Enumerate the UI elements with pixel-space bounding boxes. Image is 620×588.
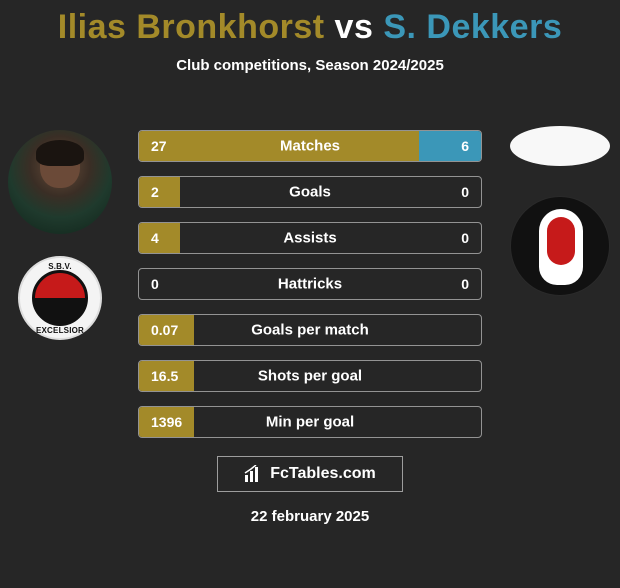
stat-row: 2 0 Goals — [138, 176, 482, 208]
stat-row: 0.07 Goals per match — [138, 314, 482, 346]
player2-avatar — [510, 126, 610, 166]
stat-metric-label: Shots per goal — [258, 368, 362, 385]
stat-value-left: 0.07 — [151, 322, 178, 338]
stat-value-left: 2 — [151, 184, 159, 200]
stat-metric-label: Matches — [280, 138, 340, 155]
bar-right — [419, 131, 481, 161]
stat-value-left: 1396 — [151, 414, 182, 430]
subtitle: Club competitions, Season 2024/2025 — [0, 57, 620, 74]
title-vs: vs — [335, 8, 374, 46]
stat-metric-label: Min per goal — [266, 414, 354, 431]
club-left-bottom-text: EXCELSIOR — [36, 326, 84, 335]
player1-avatar — [8, 130, 112, 234]
stats-panel: 27 6 Matches 2 0 Goals 4 0 Assists 0 0 Hattricks 0.0… — [138, 130, 482, 452]
title-player2: S. Dekkers — [383, 8, 562, 46]
right-column — [500, 126, 620, 296]
stat-value-left: 16.5 — [151, 368, 178, 384]
stat-value-right: 0 — [461, 276, 469, 292]
chart-icon — [244, 465, 264, 483]
stat-metric-label: Assists — [283, 230, 336, 247]
stat-row: 16.5 Shots per goal — [138, 360, 482, 392]
stat-metric-label: Hattricks — [278, 276, 342, 293]
footer-logo-text: FcTables.com — [270, 465, 376, 483]
stat-row: 0 0 Hattricks — [138, 268, 482, 300]
left-column: S.B.V. EXCELSIOR — [8, 130, 112, 340]
stat-value-right: 0 — [461, 184, 469, 200]
stat-value-left: 4 — [151, 230, 159, 246]
footer-logo-box: FcTables.com — [217, 456, 403, 492]
player1-club-badge: S.B.V. EXCELSIOR — [18, 256, 102, 340]
bar-left — [139, 177, 180, 207]
stat-value-right: 0 — [461, 230, 469, 246]
stat-row: 4 0 Assists — [138, 222, 482, 254]
title-player1: Ilias Bronkhorst — [58, 8, 325, 46]
date-label: 22 february 2025 — [251, 508, 369, 525]
stat-metric-label: Goals — [289, 184, 331, 201]
page-title: Ilias Bronkhorst vs S. Dekkers — [0, 8, 620, 47]
stat-value-left: 27 — [151, 138, 167, 154]
club-left-top-text: S.B.V. — [48, 262, 72, 271]
club-left-inner — [32, 270, 88, 326]
stat-value-right: 6 — [461, 138, 469, 154]
bar-left — [139, 223, 180, 253]
stat-metric-label: Goals per match — [251, 322, 369, 339]
stat-row: 1396 Min per goal — [138, 406, 482, 438]
player2-club-badge — [510, 196, 610, 296]
stat-row: 27 6 Matches — [138, 130, 482, 162]
stat-value-left: 0 — [151, 276, 159, 292]
